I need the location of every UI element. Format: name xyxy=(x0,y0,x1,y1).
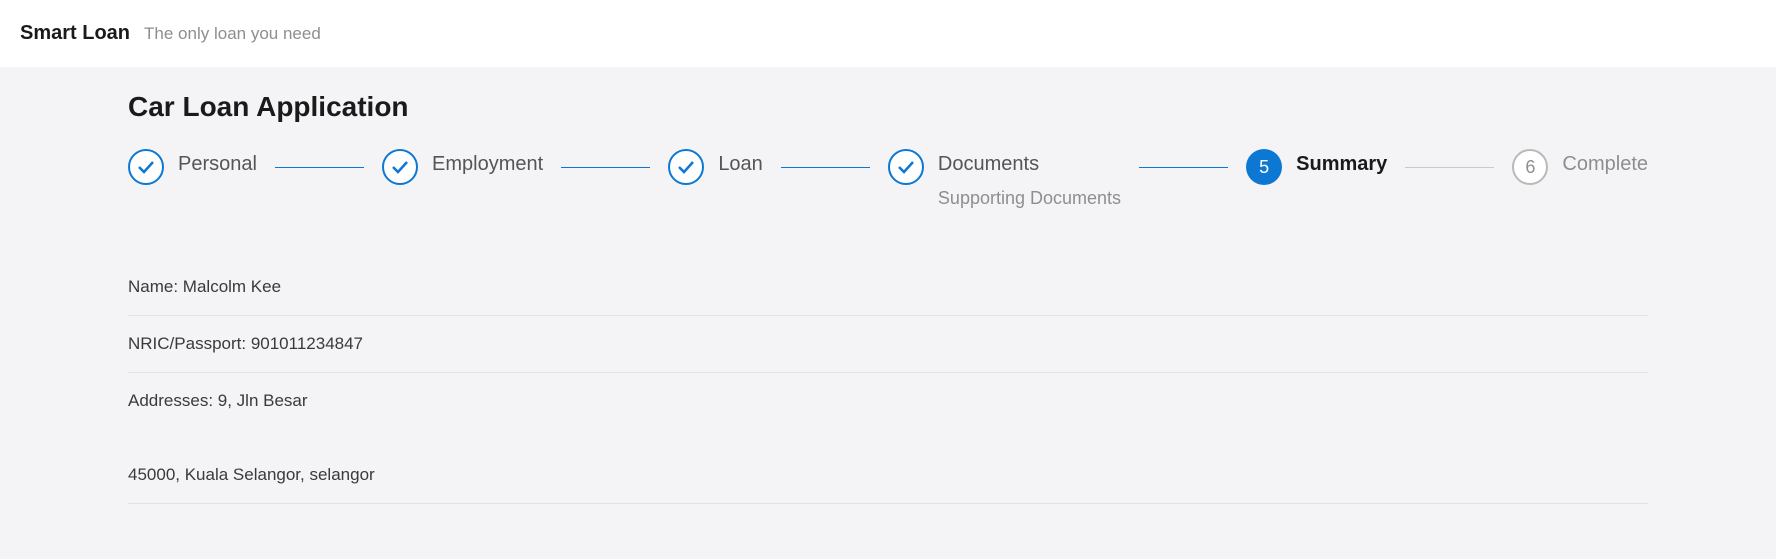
step-connector xyxy=(275,167,364,168)
main-content: Car Loan Application Personal Employment xyxy=(0,67,1776,559)
check-icon xyxy=(888,149,924,185)
header: Smart Loan The only loan you need xyxy=(0,0,1776,67)
summary-label: Addresses: xyxy=(128,391,218,410)
step-connector xyxy=(1139,167,1228,168)
brand-tagline: The only loan you need xyxy=(144,24,321,44)
summary-value: 901011234847 xyxy=(251,334,363,353)
brand-title[interactable]: Smart Loan xyxy=(20,22,130,45)
summary-label: NRIC/Passport: xyxy=(128,334,251,353)
stepper: Personal Employment Loan xyxy=(128,149,1648,213)
check-icon xyxy=(128,149,164,185)
step-connector xyxy=(561,167,650,168)
summary-row-address-1: Addresses: 9, Jln Besar xyxy=(128,373,1648,429)
step-label: Employment xyxy=(432,153,543,176)
step-label: Complete xyxy=(1562,153,1648,176)
summary-label: Name: xyxy=(128,277,183,296)
step-label: Personal xyxy=(178,153,257,176)
summary-value: 45000, Kuala Selangor, selangor xyxy=(128,465,375,484)
step-number: 5 xyxy=(1246,149,1282,185)
step-number: 6 xyxy=(1512,149,1548,185)
step-label: Summary xyxy=(1296,153,1387,176)
page-title: Car Loan Application xyxy=(128,91,1648,123)
summary-row-nric: NRIC/Passport: 901011234847 xyxy=(128,316,1648,373)
step-label: Documents xyxy=(938,153,1121,176)
summary-list: Name: Malcolm Kee NRIC/Passport: 9010112… xyxy=(128,259,1648,504)
step-summary[interactable]: 5 Summary xyxy=(1246,149,1387,185)
summary-value: 9, Jln Besar xyxy=(218,391,308,410)
step-complete: 6 Complete xyxy=(1512,149,1648,185)
step-connector xyxy=(781,167,870,168)
summary-row-address-2: 45000, Kuala Selangor, selangor xyxy=(128,429,1648,504)
step-documents[interactable]: Documents Supporting Documents xyxy=(888,149,1121,213)
step-connector xyxy=(1405,167,1494,168)
step-loan[interactable]: Loan xyxy=(668,149,763,185)
step-personal[interactable]: Personal xyxy=(128,149,257,185)
check-icon xyxy=(668,149,704,185)
summary-value: Malcolm Kee xyxy=(183,277,281,296)
step-sublabel: Supporting Documents xyxy=(938,184,1121,213)
summary-row-name: Name: Malcolm Kee xyxy=(128,259,1648,316)
step-label: Loan xyxy=(718,153,763,176)
step-employment[interactable]: Employment xyxy=(382,149,543,185)
check-icon xyxy=(382,149,418,185)
